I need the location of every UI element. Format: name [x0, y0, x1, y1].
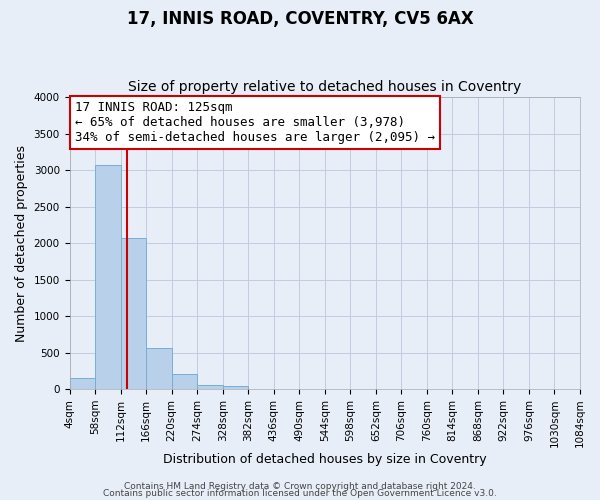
Bar: [95, 165, 121, 389]
X-axis label: Distribution of detached houses by size in Coventry: Distribution of detached houses by size …: [163, 453, 487, 466]
Bar: [70, 378, 95, 389]
Title: Size of property relative to detached houses in Coventry: Size of property relative to detached ho…: [128, 80, 521, 94]
Bar: [223, 386, 248, 389]
Text: Contains HM Land Registry data © Crown copyright and database right 2024.: Contains HM Land Registry data © Crown c…: [124, 482, 476, 491]
Bar: [121, 238, 146, 389]
Text: Contains public sector information licensed under the Open Government Licence v3: Contains public sector information licen…: [103, 489, 497, 498]
Text: 17, INNIS ROAD, COVENTRY, CV5 6AX: 17, INNIS ROAD, COVENTRY, CV5 6AX: [127, 10, 473, 28]
Text: 17 INNIS ROAD: 125sqm
← 65% of detached houses are smaller (3,978)
34% of semi-d: 17 INNIS ROAD: 125sqm ← 65% of detached …: [74, 102, 434, 144]
Bar: [146, 348, 172, 389]
Bar: [172, 374, 197, 389]
Bar: [197, 384, 223, 389]
Y-axis label: Number of detached properties: Number of detached properties: [15, 144, 28, 342]
